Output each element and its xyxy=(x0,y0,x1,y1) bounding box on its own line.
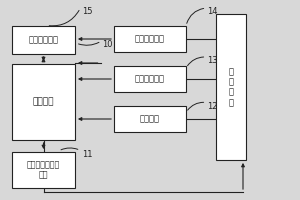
Text: 15: 15 xyxy=(82,7,92,16)
Bar xyxy=(216,14,246,160)
Text: 频率转换电路: 频率转换电路 xyxy=(135,74,165,84)
Text: 主控模块: 主控模块 xyxy=(33,98,54,106)
Text: 签相电路: 签相电路 xyxy=(140,114,160,123)
Bar xyxy=(114,106,186,132)
Bar xyxy=(114,26,186,52)
Bar xyxy=(12,64,75,140)
Bar xyxy=(12,26,75,54)
Bar xyxy=(12,152,75,188)
Text: 14: 14 xyxy=(207,7,217,16)
Text: 12: 12 xyxy=(207,102,217,111)
Text: 电流监测电路: 电流监测电路 xyxy=(135,34,165,44)
Text: 10: 10 xyxy=(102,40,112,49)
Text: 控
制
电
路: 控 制 电 路 xyxy=(229,67,233,107)
Text: 13: 13 xyxy=(207,56,217,65)
Text: 人机交换模块: 人机交换模块 xyxy=(28,36,58,45)
Text: 反电势信号产生
电路: 反电势信号产生 电路 xyxy=(27,160,60,180)
Text: 11: 11 xyxy=(82,150,92,159)
Bar xyxy=(114,66,186,92)
